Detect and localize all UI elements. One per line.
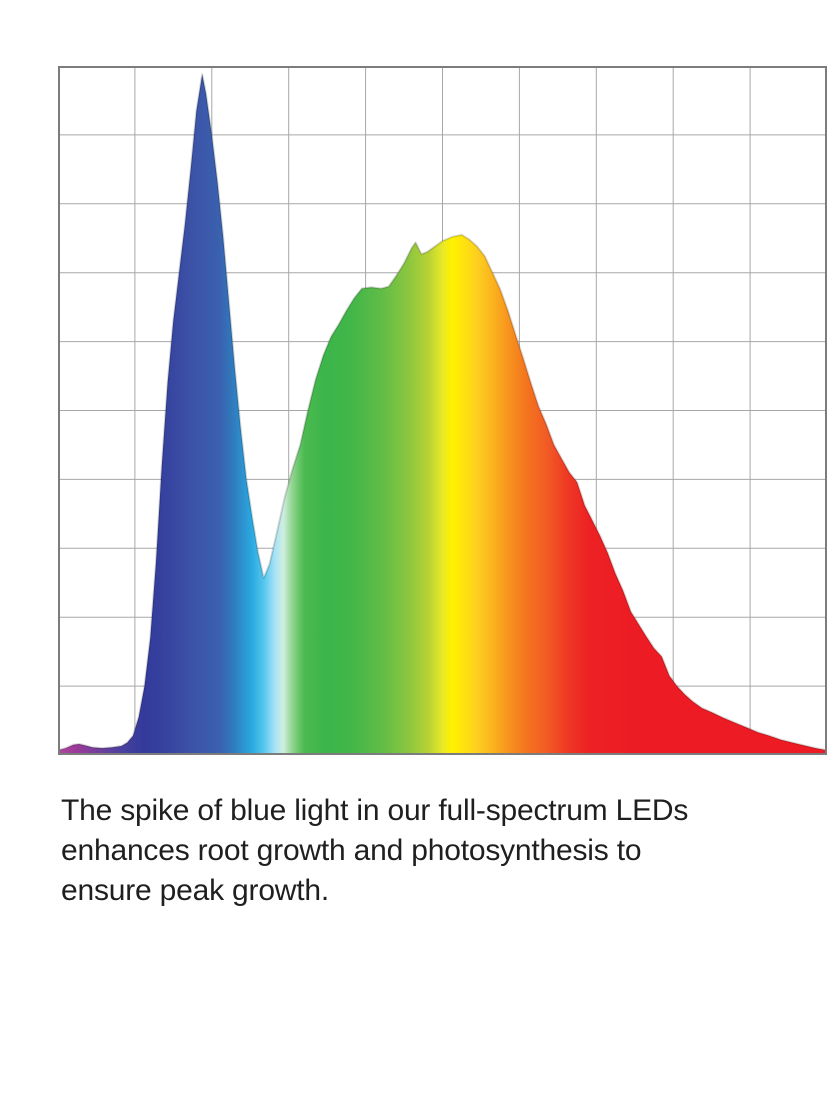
plot-border xyxy=(58,66,827,755)
spectrum-edge xyxy=(58,73,827,752)
caption-line: ensure peak growth. xyxy=(61,874,330,907)
caption-line: enhances root growth and photosynthesis … xyxy=(61,834,642,867)
caption: The spike of blue light in our full-spec… xyxy=(61,791,806,911)
spectrum-area xyxy=(58,74,827,755)
caption-line: The spike of blue light in our full-spec… xyxy=(61,794,689,827)
led-spectrum-area-chart xyxy=(58,66,827,755)
spectrum-chart-frame xyxy=(58,66,827,755)
